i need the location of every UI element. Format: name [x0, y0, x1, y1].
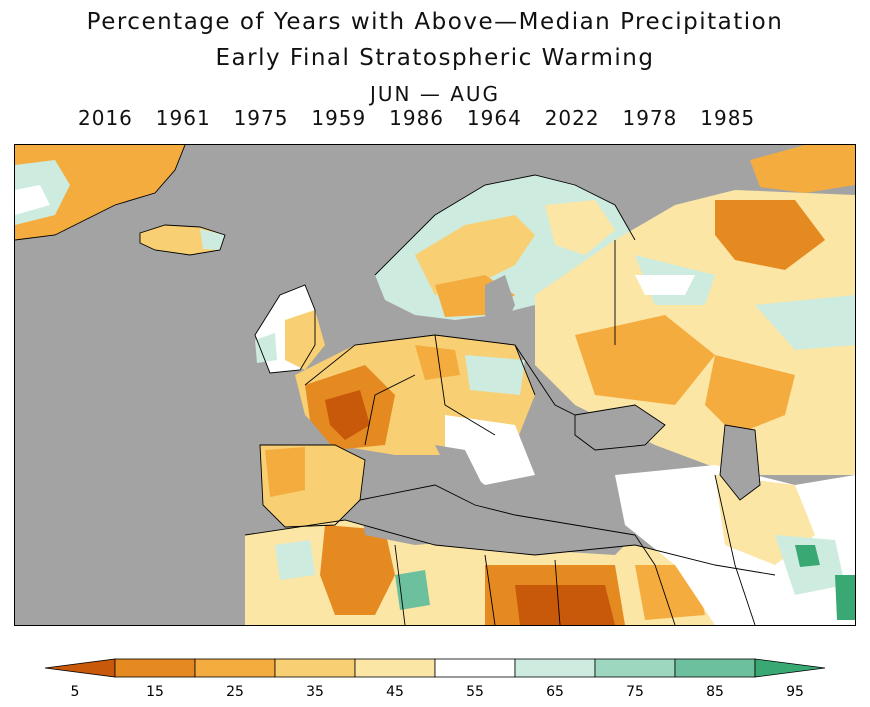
year-label: 2016	[78, 106, 133, 130]
map-title: Percentage of Years with Above—Median Pr…	[86, 9, 784, 35]
region-arctic-islands	[750, 145, 855, 193]
map-canvas	[15, 145, 855, 625]
region-iceland	[140, 225, 225, 255]
colorbar-bin	[114, 658, 196, 678]
year-label: 1985	[700, 106, 756, 130]
colorbar-bin	[754, 658, 826, 678]
season-label: JUN — AUG	[369, 82, 501, 106]
colorbar-bin	[354, 658, 436, 678]
country-borders	[15, 145, 776, 625]
colorbar-tick-label: 55	[466, 684, 484, 700]
region-middle-east	[615, 465, 855, 625]
colorbar-tick-label: 95	[786, 684, 804, 700]
region-iberia	[260, 445, 365, 527]
colorbar-tick-label: 5	[71, 684, 80, 700]
colorbar-tick-label: 85	[706, 684, 724, 700]
colorbar-tick-label: 15	[146, 684, 164, 700]
map-subtitle: Early Final Stratospheric Warming	[215, 45, 655, 71]
colorbar-tick-label: 25	[226, 684, 244, 700]
water-mask	[360, 275, 760, 555]
colorbar-bin	[274, 658, 356, 678]
year-label: 2022	[544, 106, 600, 130]
colorbar-bin	[514, 658, 596, 678]
year-label: 1986	[389, 106, 445, 130]
year-label: 1975	[233, 106, 289, 130]
year-label: 1964	[466, 106, 522, 130]
colorbar-bin	[44, 658, 116, 678]
year-list: 2016 1961 1975 1959 1986 1964 2022 1978 …	[78, 106, 778, 130]
precipitation-map	[14, 144, 856, 626]
year-label: 1961	[155, 106, 211, 130]
colorbar-bin	[674, 658, 756, 678]
colorbar-bin	[434, 658, 516, 678]
year-label: 1959	[311, 106, 367, 130]
colorbar-tick-label: 65	[546, 684, 564, 700]
colorbar-tick-label: 75	[626, 684, 644, 700]
colorbar-legend: 5 15 25 35 45 55 65 75 85 95	[44, 658, 826, 700]
region-british-isles	[255, 285, 325, 373]
colorbar-bin	[194, 658, 276, 678]
region-north-africa	[245, 520, 775, 625]
year-label: 1978	[622, 106, 678, 130]
colorbar-tick-label: 45	[386, 684, 404, 700]
colorbar-tick-label: 35	[306, 684, 324, 700]
region-greenland	[15, 145, 185, 240]
colorbar-bin	[594, 658, 676, 678]
